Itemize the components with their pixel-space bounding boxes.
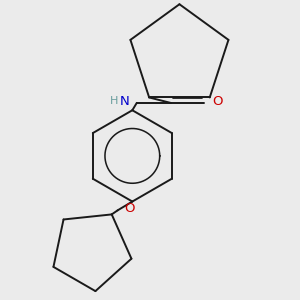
Text: O: O [212, 95, 222, 108]
Text: H: H [110, 96, 118, 106]
Text: O: O [124, 202, 135, 215]
Text: N: N [120, 95, 129, 108]
